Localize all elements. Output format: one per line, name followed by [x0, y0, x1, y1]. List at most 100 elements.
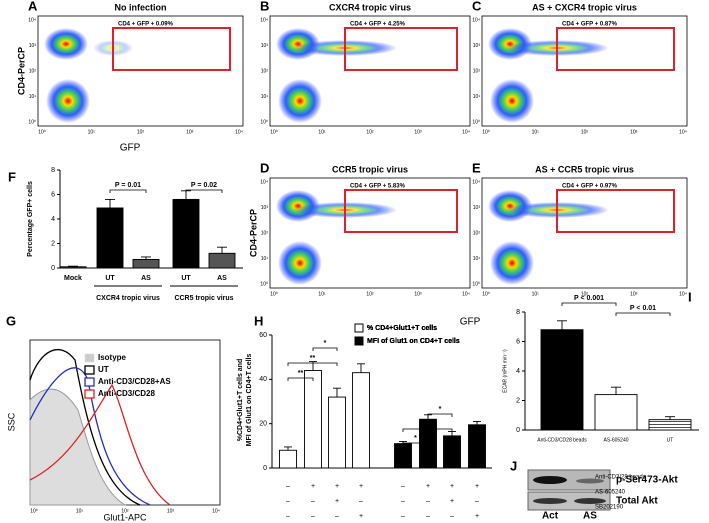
bar	[352, 372, 370, 469]
y-tick-label: 10⁴	[260, 17, 268, 23]
legend-label: % CD4+Glut1+T cells	[367, 325, 437, 332]
panel-letter: A	[28, 0, 38, 13]
significance-bracket	[287, 377, 314, 381]
gate-label: CD4 + GFP + 0.09%	[118, 22, 174, 28]
y-tick-label: 10³	[261, 205, 269, 211]
significance-bracket	[109, 189, 147, 193]
panel-letter: D	[260, 160, 269, 175]
bar	[648, 419, 692, 431]
panel-letter: B	[260, 0, 269, 13]
condition-label: Anti-CD3/28 beads	[595, 475, 646, 481]
x-tick-label: 10²	[581, 129, 589, 135]
panel-letter: J	[510, 458, 517, 473]
x-tick-label: 10⁰	[270, 129, 278, 135]
condition-mark: –	[286, 498, 290, 505]
x-tick-label: 10¹	[532, 291, 540, 297]
x-tick-label: 10³	[630, 291, 638, 297]
error-bar	[68, 265, 78, 267]
significance-bracket	[615, 312, 671, 316]
isotype-curve	[29, 388, 127, 506]
error-bar	[105, 198, 115, 208]
band	[533, 476, 567, 484]
condition-mark: –	[359, 498, 363, 505]
legend-label: Anti-CD3/CD28+AS	[98, 377, 171, 386]
legend-label: MFI of Glut1 on CD4+T cells	[367, 338, 460, 345]
density	[46, 79, 90, 123]
lane-label: Act	[542, 511, 559, 522]
x-tick-label: 10³	[167, 508, 175, 514]
condition-mark: –	[401, 483, 405, 490]
y-tick-label: 0	[263, 465, 267, 472]
bar	[59, 266, 87, 269]
band	[533, 498, 567, 504]
significance-bracket	[287, 362, 338, 366]
flow-xlabel: GFP	[120, 143, 141, 154]
annotation: P = 0.01	[115, 182, 141, 189]
significance-bracket	[312, 347, 338, 351]
blot	[527, 469, 611, 491]
panel-title: AS + CCR5 tropic virus	[535, 164, 634, 174]
ut-curve	[29, 348, 141, 506]
xlabel: Glut1-APC	[103, 512, 147, 522]
x-tick-label: 10⁴	[212, 508, 220, 514]
group-label: CCR5 tropic virus	[174, 295, 233, 302]
condition-mark: –	[401, 513, 405, 520]
y-tick-label: 10⁰	[260, 281, 268, 287]
error-bar	[333, 387, 341, 398]
y-tick-label: 10⁰	[472, 119, 480, 125]
condition-mark: +	[335, 498, 339, 505]
bar	[172, 198, 200, 269]
condition-mark: +	[475, 483, 479, 490]
band-label: Total Akt	[616, 496, 658, 507]
y-axis-label: MFI of Glut1 on CD4+T cells	[246, 354, 253, 447]
bar	[328, 396, 346, 469]
x-tick-label: 10³	[414, 291, 422, 297]
x-tick-label: 10¹	[88, 129, 96, 135]
x-tick-label: UT	[181, 275, 191, 282]
annotation: *	[324, 340, 327, 347]
bar	[468, 424, 486, 469]
x-tick-label: UT	[667, 437, 674, 443]
gate-label: CD4 + GFP + 0.97%	[562, 184, 618, 190]
x-tick-label: Mock	[64, 275, 82, 282]
legend-swatch	[354, 323, 364, 333]
panel-title: AS + CXCR4 tropic virus	[532, 2, 637, 12]
x-tick-label: 10¹	[76, 508, 84, 514]
legend-label: MFI of Glut1 on CD4+T cells	[367, 338, 460, 345]
x-tick-label: AS	[217, 275, 227, 282]
y-tick-label: 10⁴	[28, 17, 36, 23]
y-axis-label: ECAR (mPH min⁻¹)	[502, 349, 508, 393]
x-tick-label: 10⁴	[679, 291, 687, 297]
condition-mark: –	[426, 498, 430, 505]
y-axis-label: Percentage GFP+ cells	[27, 181, 34, 257]
y-tick-label: 10²	[29, 68, 37, 74]
error-bar	[217, 246, 227, 254]
condition-mark: +	[311, 483, 315, 490]
x-tick-label: 10¹	[318, 291, 326, 297]
panel-letter: E	[472, 160, 481, 175]
legend-label: Anti-CD3/CD28	[98, 389, 155, 398]
y-tick-label: 10⁴	[260, 179, 268, 185]
band	[576, 478, 604, 484]
annotation: P < 0.01	[630, 305, 656, 312]
panel-letter: C	[472, 0, 482, 13]
gate	[344, 27, 458, 71]
y-tick-label: 8	[51, 167, 55, 174]
x-tick-label: 10⁰	[30, 508, 38, 514]
panel-letter: G	[6, 313, 16, 328]
legend-label: % CD4+Glut1+T cells	[367, 325, 437, 332]
y-tick-label: 10⁰	[28, 119, 36, 125]
condition-mark: –	[311, 498, 315, 505]
bar	[394, 443, 412, 469]
bar	[132, 258, 160, 269]
annotation: *	[439, 406, 442, 413]
y-tick-label: 10¹	[473, 256, 481, 262]
y-tick-label: 0	[51, 265, 55, 272]
condition-mark: +	[450, 483, 454, 490]
bar	[304, 370, 322, 469]
bar	[443, 435, 461, 469]
condition-mark: –	[426, 513, 430, 520]
legend-swatch	[84, 365, 95, 375]
gate	[112, 27, 231, 71]
